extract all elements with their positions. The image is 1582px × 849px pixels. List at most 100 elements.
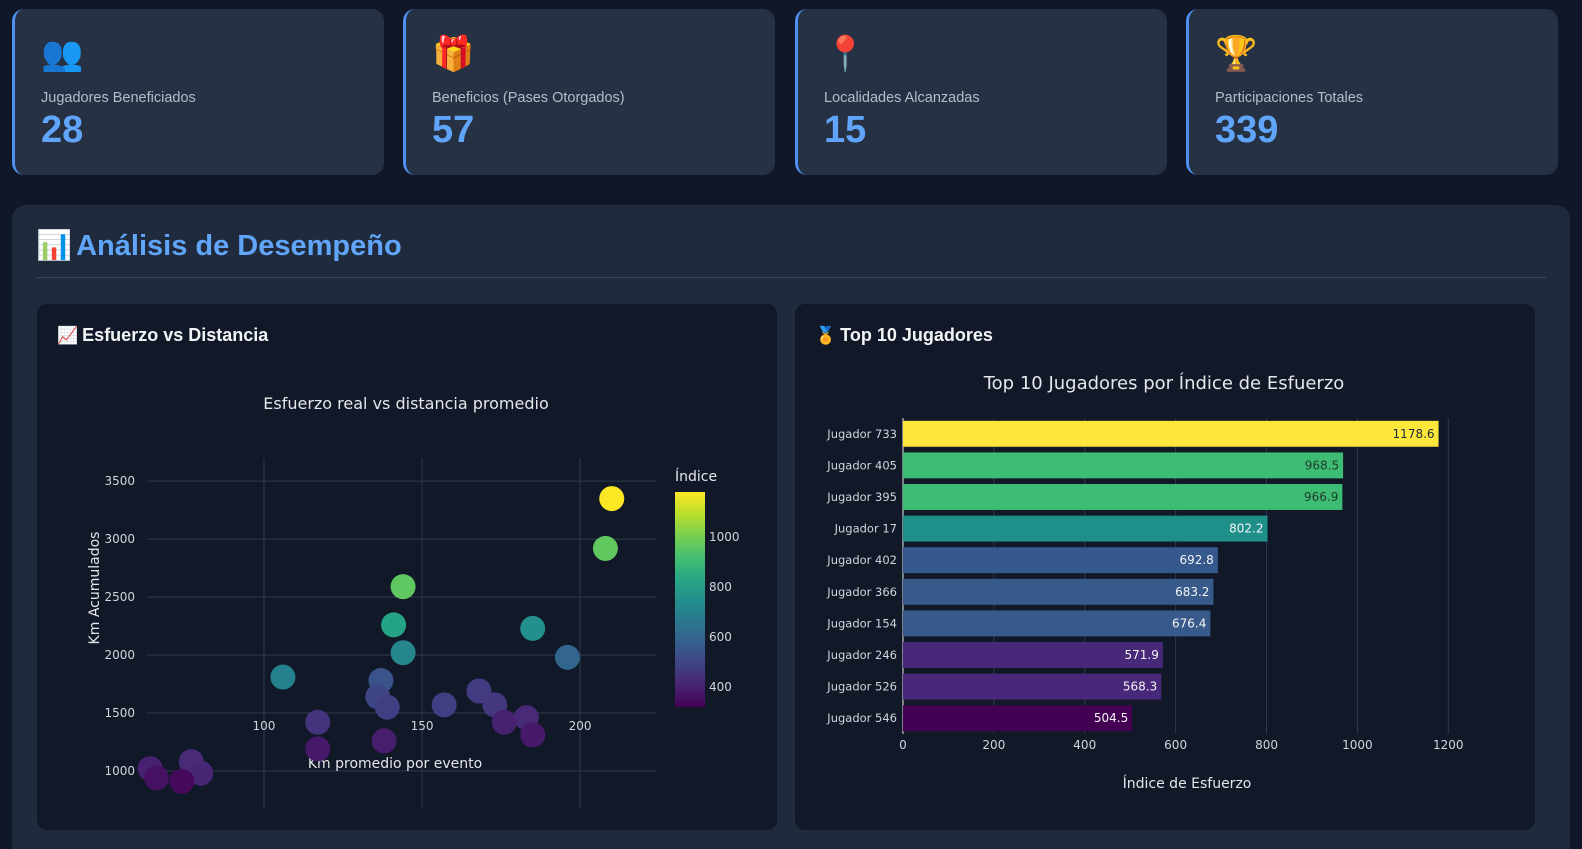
kpi-label: Localidades Alcanzadas bbox=[824, 90, 980, 106]
x-axis-label: Índice de Esfuerzo bbox=[1123, 775, 1252, 792]
bar bbox=[903, 547, 1218, 574]
scatter-point bbox=[188, 760, 214, 786]
users-icon: 👥 bbox=[41, 34, 84, 74]
card-title-text: Esfuerzo vs Distancia bbox=[82, 325, 269, 345]
kpi-value: 57 bbox=[432, 109, 475, 151]
data-label: 676.4 bbox=[1172, 616, 1206, 630]
scatter-point bbox=[374, 694, 400, 720]
bar bbox=[903, 705, 1133, 732]
x-tick-label: 1000 bbox=[1342, 738, 1373, 752]
colorbar-tick-label: 800 bbox=[709, 580, 732, 594]
scatter-point bbox=[599, 486, 625, 512]
bar bbox=[903, 452, 1344, 479]
y-tick-label: 1500 bbox=[104, 706, 135, 720]
x-tick-label: 200 bbox=[569, 719, 592, 733]
kpi-label: Participaciones Totales bbox=[1215, 90, 1364, 106]
y-tick-label: Jugador 546 bbox=[826, 711, 897, 725]
performance-panel: 📊 Análisis de Desempeño 📈 Esfuerzo vs Dist… bbox=[12, 205, 1570, 849]
kpi-card-participations: 🏆 Participaciones Totales 339 bbox=[1186, 9, 1558, 175]
x-tick-label: 150 bbox=[411, 719, 434, 733]
chart-title: Esfuerzo real vs distancia promedio bbox=[263, 394, 549, 413]
y-tick-label: 2000 bbox=[104, 648, 135, 662]
y-tick-label: Jugador 526 bbox=[826, 680, 897, 694]
bar-chart-icon: 📊 bbox=[36, 228, 73, 262]
scatter-point bbox=[305, 736, 331, 762]
data-label: 571.9 bbox=[1125, 648, 1159, 662]
y-tick-label: Jugador 17 bbox=[834, 522, 897, 536]
bar bbox=[903, 515, 1268, 542]
y-tick-label: Jugador 246 bbox=[826, 648, 897, 662]
scatter-point bbox=[169, 768, 195, 794]
x-tick-label: 100 bbox=[253, 719, 276, 733]
y-tick-label: Jugador 154 bbox=[826, 616, 897, 630]
y-tick-label: 1000 bbox=[104, 764, 135, 778]
scatter-point bbox=[270, 664, 296, 690]
bar bbox=[903, 610, 1211, 637]
scatter-point bbox=[520, 722, 546, 748]
data-label: 968.5 bbox=[1305, 458, 1339, 472]
y-tick-label: 3000 bbox=[104, 532, 135, 546]
x-tick-label: 200 bbox=[982, 738, 1005, 752]
data-label: 683.2 bbox=[1175, 585, 1209, 599]
bar bbox=[903, 420, 1439, 447]
x-tick-label: 800 bbox=[1255, 738, 1278, 752]
y-tick-label: Jugador 733 bbox=[826, 427, 897, 441]
kpi-label: Jugadores Beneficiados bbox=[41, 90, 196, 106]
y-tick-label: 3500 bbox=[104, 474, 135, 488]
scatter-point bbox=[491, 709, 517, 735]
kpi-value: 28 bbox=[41, 109, 84, 151]
bar bbox=[903, 484, 1343, 510]
y-axis-label: Km Acumulados bbox=[87, 532, 103, 645]
x-tick-label: 400 bbox=[1073, 738, 1096, 752]
line-chart-icon: 📈 bbox=[57, 326, 79, 346]
scatter-point bbox=[390, 574, 416, 600]
kpi-card-locations: 📍 Localidades Alcanzadas 15 bbox=[795, 9, 1167, 175]
section-title-text: Análisis de Desempeño bbox=[76, 230, 402, 262]
bar bbox=[903, 578, 1214, 605]
scatter-chart[interactable]: Esfuerzo real vs distancia promedio 1000 1… bbox=[37, 304, 777, 830]
kpi-label: Beneficios (Pases Otorgados) bbox=[432, 90, 625, 106]
scatter-point bbox=[390, 640, 416, 666]
bar-chart[interactable]: Top 10 Jugadores por Índice de Esfuerzo 0… bbox=[795, 304, 1535, 830]
kpi-row: 👥 Jugadores Beneficiados 28 🎁 Beneficios… bbox=[12, 9, 1570, 175]
pin-icon: 📍 bbox=[824, 34, 867, 74]
card-title-text: Top 10 Jugadores bbox=[840, 325, 993, 345]
scatter-point bbox=[305, 709, 331, 735]
card-title: 📈 Esfuerzo vs Distancia bbox=[57, 324, 268, 347]
section-title: 📊 Análisis de Desempeño bbox=[36, 225, 402, 266]
kpi-card-players: 👥 Jugadores Beneficiados 28 bbox=[12, 9, 384, 175]
y-tick-label: Jugador 366 bbox=[826, 585, 897, 599]
data-label: 504.5 bbox=[1094, 711, 1128, 725]
kpi-card-benefits: 🎁 Beneficios (Pases Otorgados) 57 bbox=[403, 9, 775, 175]
x-tick-label: 1200 bbox=[1433, 738, 1464, 752]
y-tick-label: Jugador 395 bbox=[826, 490, 897, 504]
scatter-point bbox=[520, 615, 546, 641]
trophy-icon: 🏆 bbox=[1215, 34, 1258, 74]
x-tick-label: 0 bbox=[899, 738, 907, 752]
colorbar-title: Índice bbox=[675, 468, 717, 485]
divider bbox=[36, 277, 1546, 278]
data-label: 1178.6 bbox=[1393, 427, 1435, 441]
bar-card: 🏅 Top 10 Jugadores Top 10 Jugadores por Í… bbox=[795, 304, 1535, 830]
colorbar bbox=[675, 492, 705, 707]
scatter-point bbox=[554, 644, 580, 670]
bar bbox=[903, 642, 1163, 668]
scatter-point bbox=[381, 612, 407, 638]
x-tick-label: 600 bbox=[1164, 738, 1187, 752]
data-label: 568.3 bbox=[1123, 680, 1157, 694]
gift-icon: 🎁 bbox=[432, 34, 475, 74]
y-tick-label: Jugador 405 bbox=[826, 458, 897, 472]
medal-icon: 🏅 bbox=[815, 326, 837, 346]
scatter-point bbox=[431, 692, 457, 718]
data-label: 802.2 bbox=[1229, 522, 1263, 536]
card-title: 🏅 Top 10 Jugadores bbox=[815, 324, 993, 347]
chart-title: Top 10 Jugadores por Índice de Esfuerzo bbox=[983, 372, 1345, 394]
x-axis-label: Km promedio por evento bbox=[308, 756, 482, 772]
scatter-point bbox=[371, 728, 397, 754]
scatter-point bbox=[592, 535, 618, 561]
bar bbox=[903, 673, 1162, 700]
kpi-value: 15 bbox=[824, 109, 867, 151]
kpi-value: 339 bbox=[1215, 109, 1279, 151]
data-label: 692.8 bbox=[1179, 553, 1213, 567]
colorbar-tick-label: 1000 bbox=[709, 530, 740, 544]
